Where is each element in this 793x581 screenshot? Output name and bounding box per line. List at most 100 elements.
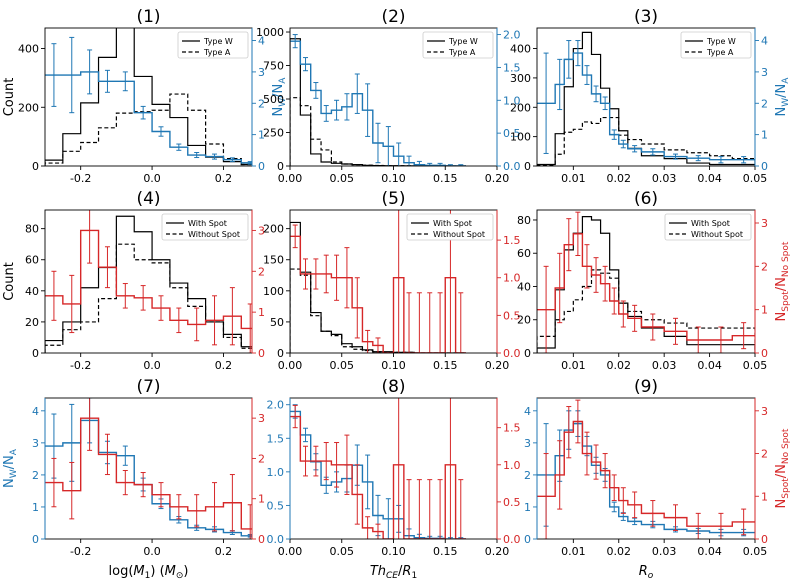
right-y-tick-label: 2 [761,97,768,110]
right-y-tick-label: 1.0 [503,459,521,472]
right-y-tick-label: 2 [258,452,265,465]
y-tick-label: 200 [18,101,39,114]
y-tick-label: 0 [277,347,284,360]
right-y-tick-label: 1 [761,490,768,503]
y-tick-label: 150 [263,254,284,267]
panel-8: (8)0.00 0.05 0.10 0.15 0.200.00.51.01.52.00.… [267,377,521,581]
hist-type-a [290,97,466,166]
y-tick-label: 100 [510,131,531,144]
right-y-tick-label: 3 [761,66,768,79]
panel-title: (4) [136,189,160,209]
legend-label: With Spot [691,219,730,228]
right-y-tick-label: 2.0 [503,29,521,42]
panel-1: (1) -0.2 0.0 0.2 0 200 400 0 1 2 3 4 Count NW/NA Type … [2,7,288,185]
x-tick-label: -0.2 [70,545,91,558]
x-tick-label: 0.2 [215,545,233,558]
x-tick-label: 0.03 [652,172,677,185]
right-y-tick-label: 1 [258,493,265,506]
x-tick-label: 0.04 [697,172,722,185]
x-tick-label: 0.05 [743,545,768,558]
y-tick-label: 1.5 [267,432,285,445]
right-y-tick-label: 4 [761,35,768,48]
panel-7: (7) -0.2 0.0 0.2 0 1 2 3 4 0 1 2 3 NW/NA log(M1) (M⊙) [2,377,265,581]
right-y-tick-label: 0 [761,347,768,360]
panel-5: (5) 0.00 0.05 0.10 0.15 0.20 0 50 100 150 200 0.0 0.… [263,189,521,372]
plot-area [45,210,252,353]
y-tick-label: 200 [510,101,531,114]
x-tick-label: 0.0 [143,545,161,558]
x-tick-label: 0.10 [381,359,406,372]
ratio-step [290,40,466,166]
x-tick-label: 0.20 [485,172,510,185]
y-tick-label: 100 [263,285,284,298]
right-y-tick-label: 0.0 [503,533,521,546]
right-y-tick-label: 3 [258,224,265,237]
x-tick-label: 0.05 [330,172,355,185]
x-tick-label: 0.15 [433,359,458,372]
legend: Type W Type A [680,31,752,59]
y-tick-label: 0 [277,160,284,173]
x-tick-label: 0.0 [143,172,161,185]
panel-title: (3) [634,7,658,27]
y-tick-label: 3 [524,437,531,450]
hist-without-spot [45,243,252,353]
y-tick-label: 0.5 [267,499,285,512]
right-y-tick-label: 0 [258,533,265,546]
legend: Type W Type A [177,31,249,59]
y-tick-label: 80 [517,214,531,227]
y-tick-label: 250 [263,127,284,140]
x-tick-label: 0.05 [743,359,768,372]
x-tick-label: 0.20 [485,359,510,372]
right-y-tick-label: 0 [258,160,265,173]
x-tick-label: 0.10 [381,545,406,558]
y-axis-label: NW/NA [2,448,19,488]
y-tick-label: 1.0 [267,466,285,479]
x-tick-label: 0.15 [433,172,458,185]
x-tick-label: 0.05 [330,359,355,372]
plot-area [45,398,252,539]
right-y-tick-label: 2 [761,260,768,273]
x-tick-label: -0.2 [70,359,91,372]
plot-area [537,399,755,539]
right-y-tick-label: 0.5 [503,127,521,140]
right-y-tick-label: 0 [761,533,768,546]
right-y-tick-label: 2 [258,265,265,278]
right-y-tick-label: 0.0 [503,347,521,360]
y-tick-label: 40 [517,280,531,293]
x-tick-label: 0.00 [278,172,303,185]
plot-area [537,31,755,166]
blue-ratio-step [537,422,755,534]
x-tick-label: 0.2 [215,359,233,372]
y-tick-label: 0 [32,160,39,173]
panel-9: (9)0.01 0.02 0.03 0.04 0.05012340123NSpot/NN… [524,377,791,581]
x-tick-label: 0.02 [607,172,632,185]
x-tick-label: 0.20 [485,545,510,558]
x-axis-label: ThCE/R1 [370,564,417,581]
x-tick-label: 0.01 [561,359,586,372]
x-tick-label: 0.2 [215,172,233,185]
legend: With Spot Without Spot [664,213,752,241]
plot-area [537,211,755,353]
hist-with-spot [290,221,466,353]
right-y-axis-label: NW/NA [271,77,288,117]
right-y-tick-label: 3 [258,66,265,79]
hist-type-w [45,28,252,166]
x-tick-label: -0.2 [70,172,91,185]
x-tick-label: 0.10 [381,172,406,185]
blue-ratio-step [45,419,252,537]
y-axis-label: Count [2,78,17,117]
plot-area [290,210,466,353]
right-y-tick-label: 0 [258,347,265,360]
legend-box [161,213,249,241]
x-axis-label: Ro [639,564,654,581]
right-y-tick-label: 1.5 [503,234,521,247]
panel-3: (3)0.01 0.02 0.03 0.04 0.0501002003004000123… [510,7,791,185]
right-y-tick-label: 1 [258,129,265,142]
y-tick-label: 200 [263,223,284,236]
right-y-tick-label: 1 [761,129,768,142]
legend-label: Type A [203,48,231,57]
y-tick-label: 0 [524,160,531,173]
panel-title: (7) [136,377,160,397]
red-ratio-step [45,417,252,530]
x-tick-label: 0.05 [743,172,768,185]
